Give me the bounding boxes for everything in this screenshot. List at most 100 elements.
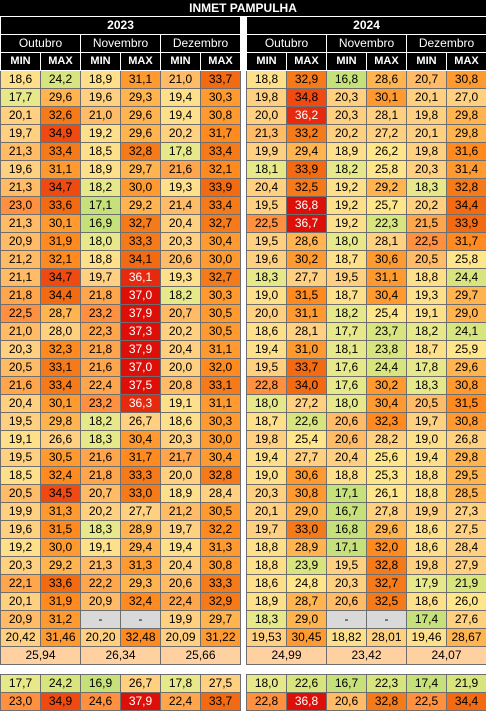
min-temp-cell: 17,8: [161, 143, 201, 161]
month-header: Novembro: [327, 35, 407, 53]
max-temp-cell: 28,9: [287, 539, 327, 557]
extreme-cell: 17,8: [161, 675, 201, 693]
max-temp-cell: 29,3: [121, 575, 161, 593]
max-temp-cell: 30,5: [201, 305, 241, 323]
min-temp-cell: 18,3: [81, 431, 121, 449]
max-temp-cell: 32,7: [201, 215, 241, 233]
max-temp-cell: 34,4: [447, 197, 486, 215]
min-temp-cell: 20,0: [161, 359, 201, 377]
max-temp-cell: 33,1: [201, 377, 241, 395]
max-temp-cell: 30,6: [367, 251, 407, 269]
min-temp-cell: 20,4: [161, 215, 201, 233]
max-temp-cell: 28,0: [41, 323, 81, 341]
min-temp-cell: 18,8: [81, 251, 121, 269]
extreme-cell: 23,0: [1, 693, 41, 711]
max-temp-cell: 31,9: [41, 233, 81, 251]
max-temp-cell: 28,1: [367, 107, 407, 125]
max-temp-cell: 29,8: [447, 449, 486, 467]
min-temp-cell: 18,1: [327, 341, 367, 359]
min-temp-cell: 22,5: [247, 215, 287, 233]
min-temp-cell: 20,5: [1, 359, 41, 377]
max-temp-cell: 33,6: [41, 197, 81, 215]
max-temp-cell: 29,6: [367, 521, 407, 539]
max-label: MAX: [201, 53, 241, 71]
min-temp-cell: 20,3: [1, 341, 41, 359]
max-temp-cell: 34,7: [41, 269, 81, 287]
max-temp-cell: 30,0: [41, 539, 81, 557]
extreme-cell: 33,7: [201, 693, 241, 711]
max-temp-cell: 32,0: [201, 359, 241, 377]
min-temp-cell: 18,8: [407, 269, 447, 287]
min-temp-cell: 19,5: [327, 557, 367, 575]
min-temp-cell: 18,6: [247, 575, 287, 593]
max-temp-cell: 30,8: [447, 71, 486, 89]
extreme-cell: 16,9: [81, 675, 121, 693]
max-temp-cell: 32,3: [41, 341, 81, 359]
max-temp-cell: 32,8: [201, 467, 241, 485]
min-temp-cell: 18,1: [247, 161, 287, 179]
month-header: Dezembro: [161, 35, 241, 53]
average-cell: 19,53: [247, 629, 287, 647]
min-temp-cell: 18,2: [81, 413, 121, 431]
max-temp-cell: 23,8: [367, 341, 407, 359]
max-temp-cell: 29,0: [287, 611, 327, 629]
year-header: 2024: [247, 17, 486, 35]
max-temp-cell: 33,6: [41, 575, 81, 593]
max-temp-cell: 30,4: [201, 449, 241, 467]
max-temp-cell: 29,0: [287, 503, 327, 521]
min-temp-cell: 20,4: [1, 395, 41, 413]
month-mean-cell: 24,07: [407, 647, 486, 665]
average-cell: 28,67: [447, 629, 486, 647]
min-temp-cell: 20,4: [327, 449, 367, 467]
max-temp-cell: 29,6: [121, 125, 161, 143]
max-temp-cell: 31,5: [41, 521, 81, 539]
min-temp-cell: 18,3: [247, 611, 287, 629]
average-cell: 18,82: [327, 629, 367, 647]
max-temp-cell: 33,7: [201, 71, 241, 89]
max-temp-cell: 30,3: [201, 89, 241, 107]
max-temp-cell: 36,7: [287, 215, 327, 233]
max-temp-cell: 32,4: [41, 467, 81, 485]
max-temp-cell: 26,8: [447, 431, 486, 449]
max-temp-cell: 30,4: [121, 431, 161, 449]
max-temp-cell: 30,5: [41, 449, 81, 467]
min-temp-cell: 19,3: [161, 269, 201, 287]
min-label: MIN: [1, 53, 41, 71]
max-temp-cell: 31,9: [41, 593, 81, 611]
max-temp-cell: 30,3: [201, 287, 241, 305]
max-temp-cell: 29,4: [287, 143, 327, 161]
min-temp-cell: 20,1: [407, 89, 447, 107]
min-temp-cell: 19,1: [81, 539, 121, 557]
max-temp-cell: 31,7: [201, 125, 241, 143]
min-temp-cell: 21,3: [1, 143, 41, 161]
min-temp-cell: 20,9: [1, 233, 41, 251]
max-temp-cell: 24,8: [287, 575, 327, 593]
min-temp-cell: 21,8: [1, 287, 41, 305]
max-temp-cell: 28,7: [41, 305, 81, 323]
min-temp-cell: 18,5: [1, 467, 41, 485]
min-temp-cell: 20,2: [81, 503, 121, 521]
min-temp-cell: 19,1: [1, 431, 41, 449]
max-temp-cell: 25,3: [367, 467, 407, 485]
max-temp-cell: 31,1: [121, 71, 161, 89]
max-temp-cell: 30,8: [201, 557, 241, 575]
min-temp-cell: 18,8: [247, 539, 287, 557]
max-temp-cell: 28,1: [367, 233, 407, 251]
max-temp-cell: 37,0: [121, 359, 161, 377]
